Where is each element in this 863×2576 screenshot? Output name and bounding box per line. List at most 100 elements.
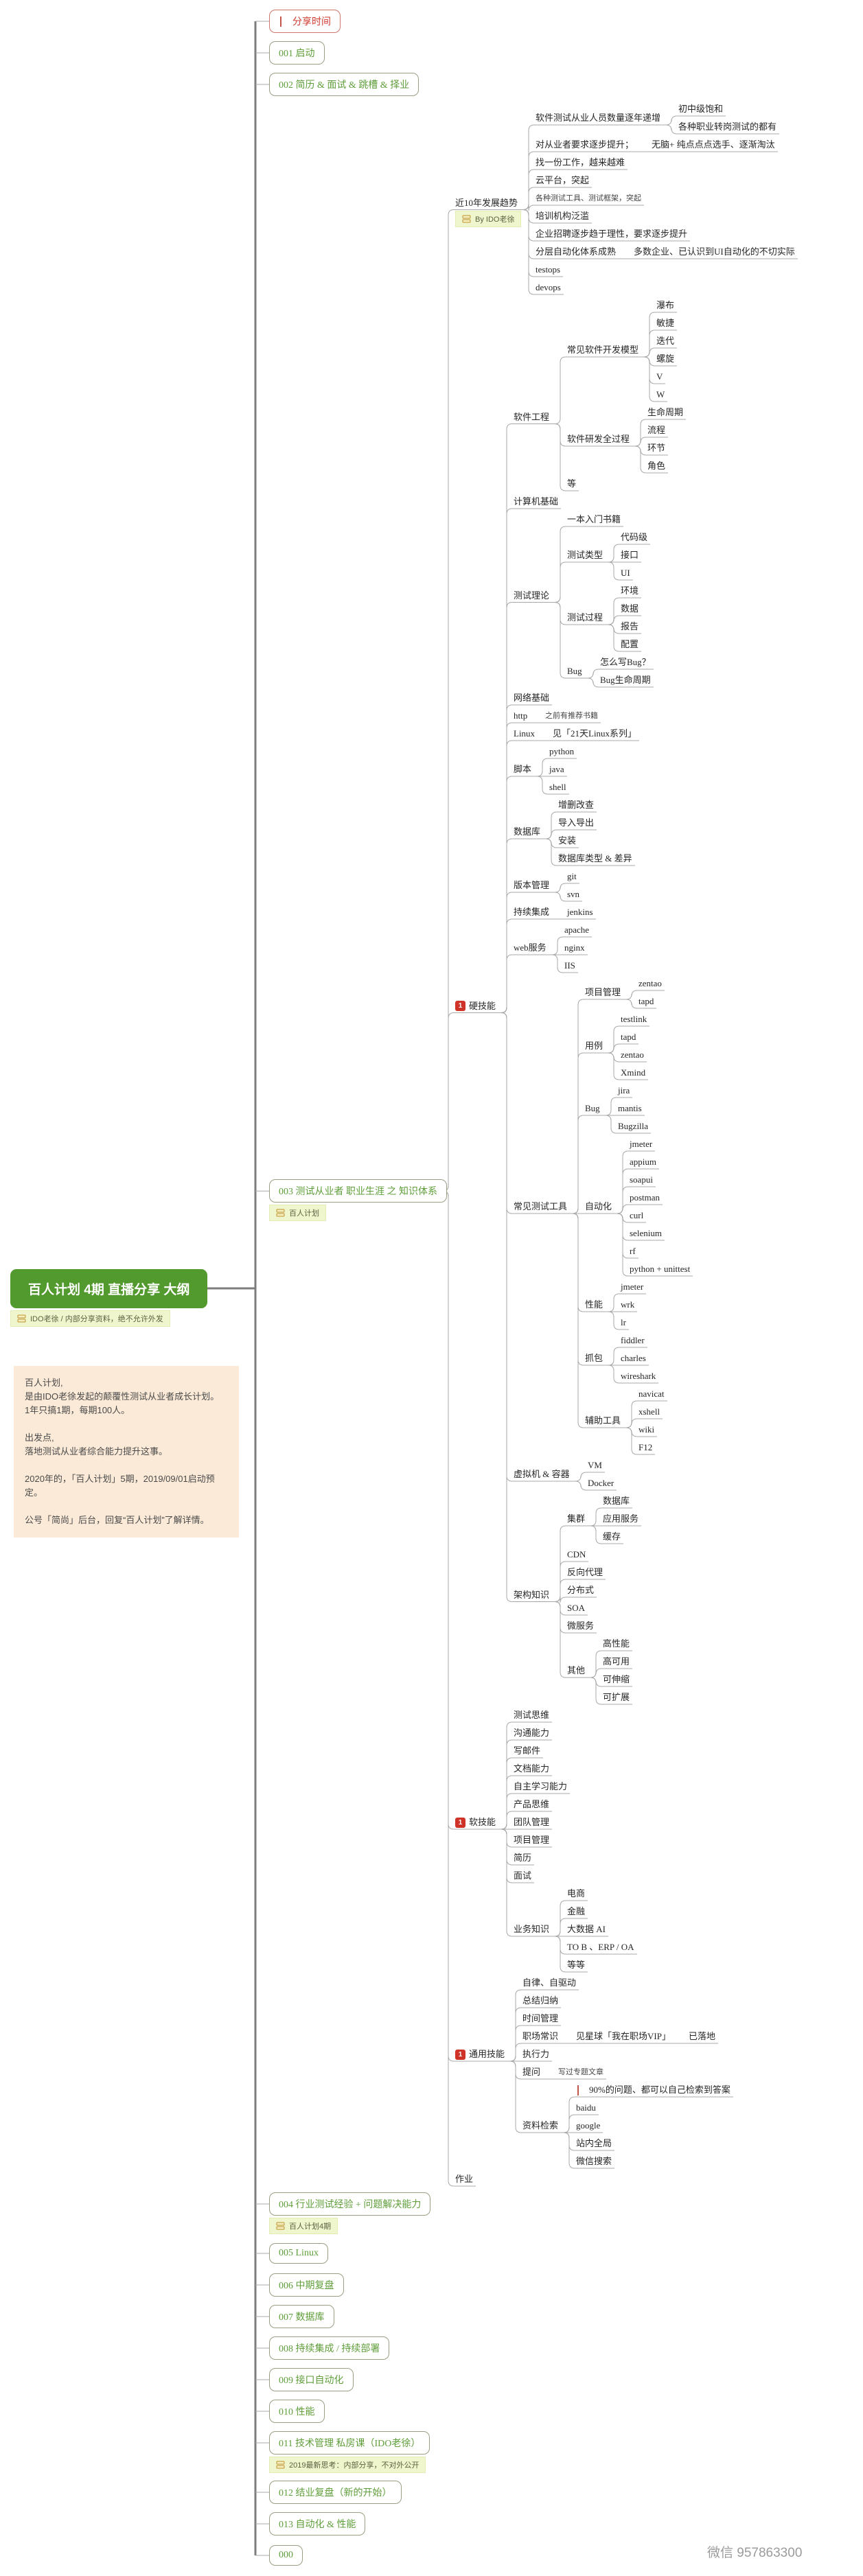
topic-node[interactable]: 008 持续集成 / 持续部署	[269, 2336, 390, 2360]
branch-node[interactable]: 敏捷	[656, 318, 674, 329]
branch-node[interactable]: Bug	[567, 666, 582, 677]
topic-node[interactable]: 004 行业测试经验 + 问题解决能力	[269, 2192, 431, 2216]
topic-node[interactable]: 010 性能	[269, 2400, 325, 2423]
branch-node[interactable]: 电商	[567, 1888, 585, 1899]
note-box[interactable]: 百人计划, 是由IDO老徐发起的颠覆性测试从业者成长计划。 1年只搞1期，每期1…	[14, 1366, 239, 1538]
node-label[interactable]: 百人计划	[269, 1205, 326, 1222]
branch-node[interactable]: 常见软件开发模型	[567, 345, 638, 356]
topic-node[interactable]: 007 数据库	[269, 2305, 334, 2328]
branch-node[interactable]: 测试过程	[567, 612, 603, 623]
branch-node[interactable]: 文档能力	[514, 1763, 549, 1774]
branch-node[interactable]: 常见测试工具	[514, 1201, 567, 1212]
branch-node[interactable]: zentao	[621, 1049, 644, 1060]
branch-node[interactable]: F12	[638, 1442, 652, 1453]
branch-node[interactable]: 计算机基础	[514, 496, 558, 507]
branch-node[interactable]: 性能	[585, 1299, 603, 1310]
topic-node[interactable]: 006 中期复盘	[269, 2273, 344, 2297]
branch-node[interactable]: 自律、自驱动	[522, 1977, 576, 1988]
topic-node[interactable]: 分享时间	[269, 10, 341, 33]
branch-node[interactable]: 环节	[647, 443, 665, 454]
branch-node[interactable]: 90%的问题、都可以自己检索到答案	[576, 2085, 730, 2096]
branch-node[interactable]: wireshark	[621, 1371, 656, 1382]
branch-node[interactable]: 等	[567, 478, 576, 489]
branch-node[interactable]: 螺旋	[656, 353, 674, 364]
branch-node[interactable]: 角色	[647, 461, 665, 472]
branch-node[interactable]: python + unittest	[630, 1264, 690, 1275]
branch-node[interactable]: 团队管理	[514, 1817, 549, 1828]
branch-node[interactable]: Docker	[588, 1478, 614, 1489]
branch-node[interactable]: svn	[567, 889, 579, 900]
branch-node[interactable]: google	[576, 2120, 600, 2131]
topic-node[interactable]: 000	[269, 2545, 303, 2566]
branch-node[interactable]: CDN	[567, 1549, 586, 1560]
node-label[interactable]: IDO老徐 / 内部分享资料，绝不允许外发	[10, 1310, 170, 1327]
branch-node[interactable]: apache	[564, 925, 589, 936]
branch-node[interactable]: 大数据 AI	[567, 1924, 606, 1935]
branch-node[interactable]: 其他	[567, 1665, 585, 1676]
branch-node[interactable]: 初中级饱和	[678, 104, 723, 115]
branch-node[interactable]: 软件研发全过程	[567, 434, 630, 445]
branch-node[interactable]: 测试类型	[567, 550, 603, 561]
branch-node[interactable]: 分层自动化体系成熟	[536, 246, 616, 257]
branch-node[interactable]: 网络基础	[514, 693, 549, 704]
branch-node[interactable]: lr	[621, 1317, 626, 1328]
branch-node[interactable]: V	[656, 371, 663, 382]
branch-node[interactable]: tapd	[621, 1032, 636, 1043]
topic-node[interactable]: 005 Linux	[269, 2243, 328, 2264]
branch-node[interactable]: selenium	[630, 1228, 662, 1239]
branch-node[interactable]: 提问	[522, 2067, 540, 2078]
branch-node[interactable]: W	[656, 389, 665, 400]
branch-node[interactable]: testops	[536, 264, 560, 275]
branch-node[interactable]: 流程	[647, 425, 665, 436]
branch-node[interactable]: 培训机构泛滥	[536, 211, 589, 222]
branch-node[interactable]: 金融	[567, 1906, 585, 1917]
branch-node[interactable]: 企业招聘逐步趋于理性，要求逐步提升	[536, 229, 687, 240]
branch-node[interactable]: 1 硬技能	[455, 1001, 496, 1012]
branch-node[interactable]: 等等	[567, 1960, 585, 1971]
topic-node[interactable]: 011 技术管理 私房课（IDO老徐）	[269, 2431, 430, 2455]
branch-node[interactable]: 1 软技能	[455, 1817, 496, 1828]
branch-node[interactable]: 无脑+ 纯点点点选手、逐渐淘汰	[652, 139, 775, 150]
branch-node[interactable]: 数据库类型 & 差异	[558, 853, 632, 864]
branch-node[interactable]: 报告	[621, 621, 638, 632]
branch-node[interactable]: xshell	[638, 1406, 660, 1417]
topic-node[interactable]: 012 结业复盘（新的开始）	[269, 2481, 402, 2504]
branch-node[interactable]: testlink	[621, 1014, 647, 1025]
branch-node[interactable]: 集群	[567, 1513, 585, 1524]
branch-node[interactable]: 见星球「我在职场VIP」	[576, 2031, 671, 2042]
branch-node[interactable]: jenkins	[567, 907, 593, 918]
branch-node[interactable]: 时间管理	[522, 2013, 558, 2024]
branch-node[interactable]: 资料检索	[522, 2120, 558, 2131]
branch-node[interactable]: 之前有推荐书籍	[545, 710, 598, 721]
branch-node[interactable]: 站内全局	[576, 2138, 612, 2149]
branch-node[interactable]: 怎么写Bug？	[600, 657, 651, 668]
branch-node[interactable]: 接口	[621, 550, 638, 561]
topic-node[interactable]: 009 接口自动化	[269, 2368, 354, 2391]
branch-node[interactable]: 缓存	[603, 1531, 621, 1542]
branch-node[interactable]: 分布式	[567, 1585, 594, 1596]
branch-node[interactable]: jmeter	[630, 1139, 652, 1150]
branch-node[interactable]: 写邮件	[514, 1745, 540, 1756]
branch-node[interactable]: rf	[630, 1246, 636, 1257]
branch-node[interactable]: 项目管理	[514, 1835, 549, 1846]
topic-node[interactable]: 001 启动	[269, 41, 325, 65]
branch-node[interactable]: 微服务	[567, 1621, 594, 1632]
branch-node[interactable]: 数据库	[514, 826, 540, 837]
branch-node[interactable]: 对从业者要求逐步提升；	[536, 139, 634, 150]
branch-node[interactable]: python	[549, 746, 574, 757]
branch-node[interactable]: 微信搜索	[576, 2156, 612, 2167]
branch-node[interactable]: 沟通能力	[514, 1728, 549, 1739]
branch-node[interactable]: 架构知识	[514, 1590, 549, 1601]
branch-node[interactable]: 1 通用技能	[455, 2049, 505, 2060]
branch-node[interactable]: 代码级	[621, 532, 647, 543]
branch-node[interactable]: 自主学习能力	[514, 1781, 567, 1792]
branch-node[interactable]: UI	[621, 568, 630, 579]
branch-node[interactable]: 导入导出	[558, 817, 594, 828]
branch-node[interactable]: java	[549, 764, 564, 775]
branch-node[interactable]: 瀑布	[656, 300, 674, 311]
branch-node[interactable]: 产品思维	[514, 1799, 549, 1810]
branch-node[interactable]: jira	[618, 1085, 630, 1096]
branch-node[interactable]: Xmind	[621, 1067, 645, 1078]
topic-node[interactable]: 002 简历 & 面试 & 跳槽 & 择业	[269, 73, 419, 96]
branch-node[interactable]: charles	[621, 1353, 646, 1364]
